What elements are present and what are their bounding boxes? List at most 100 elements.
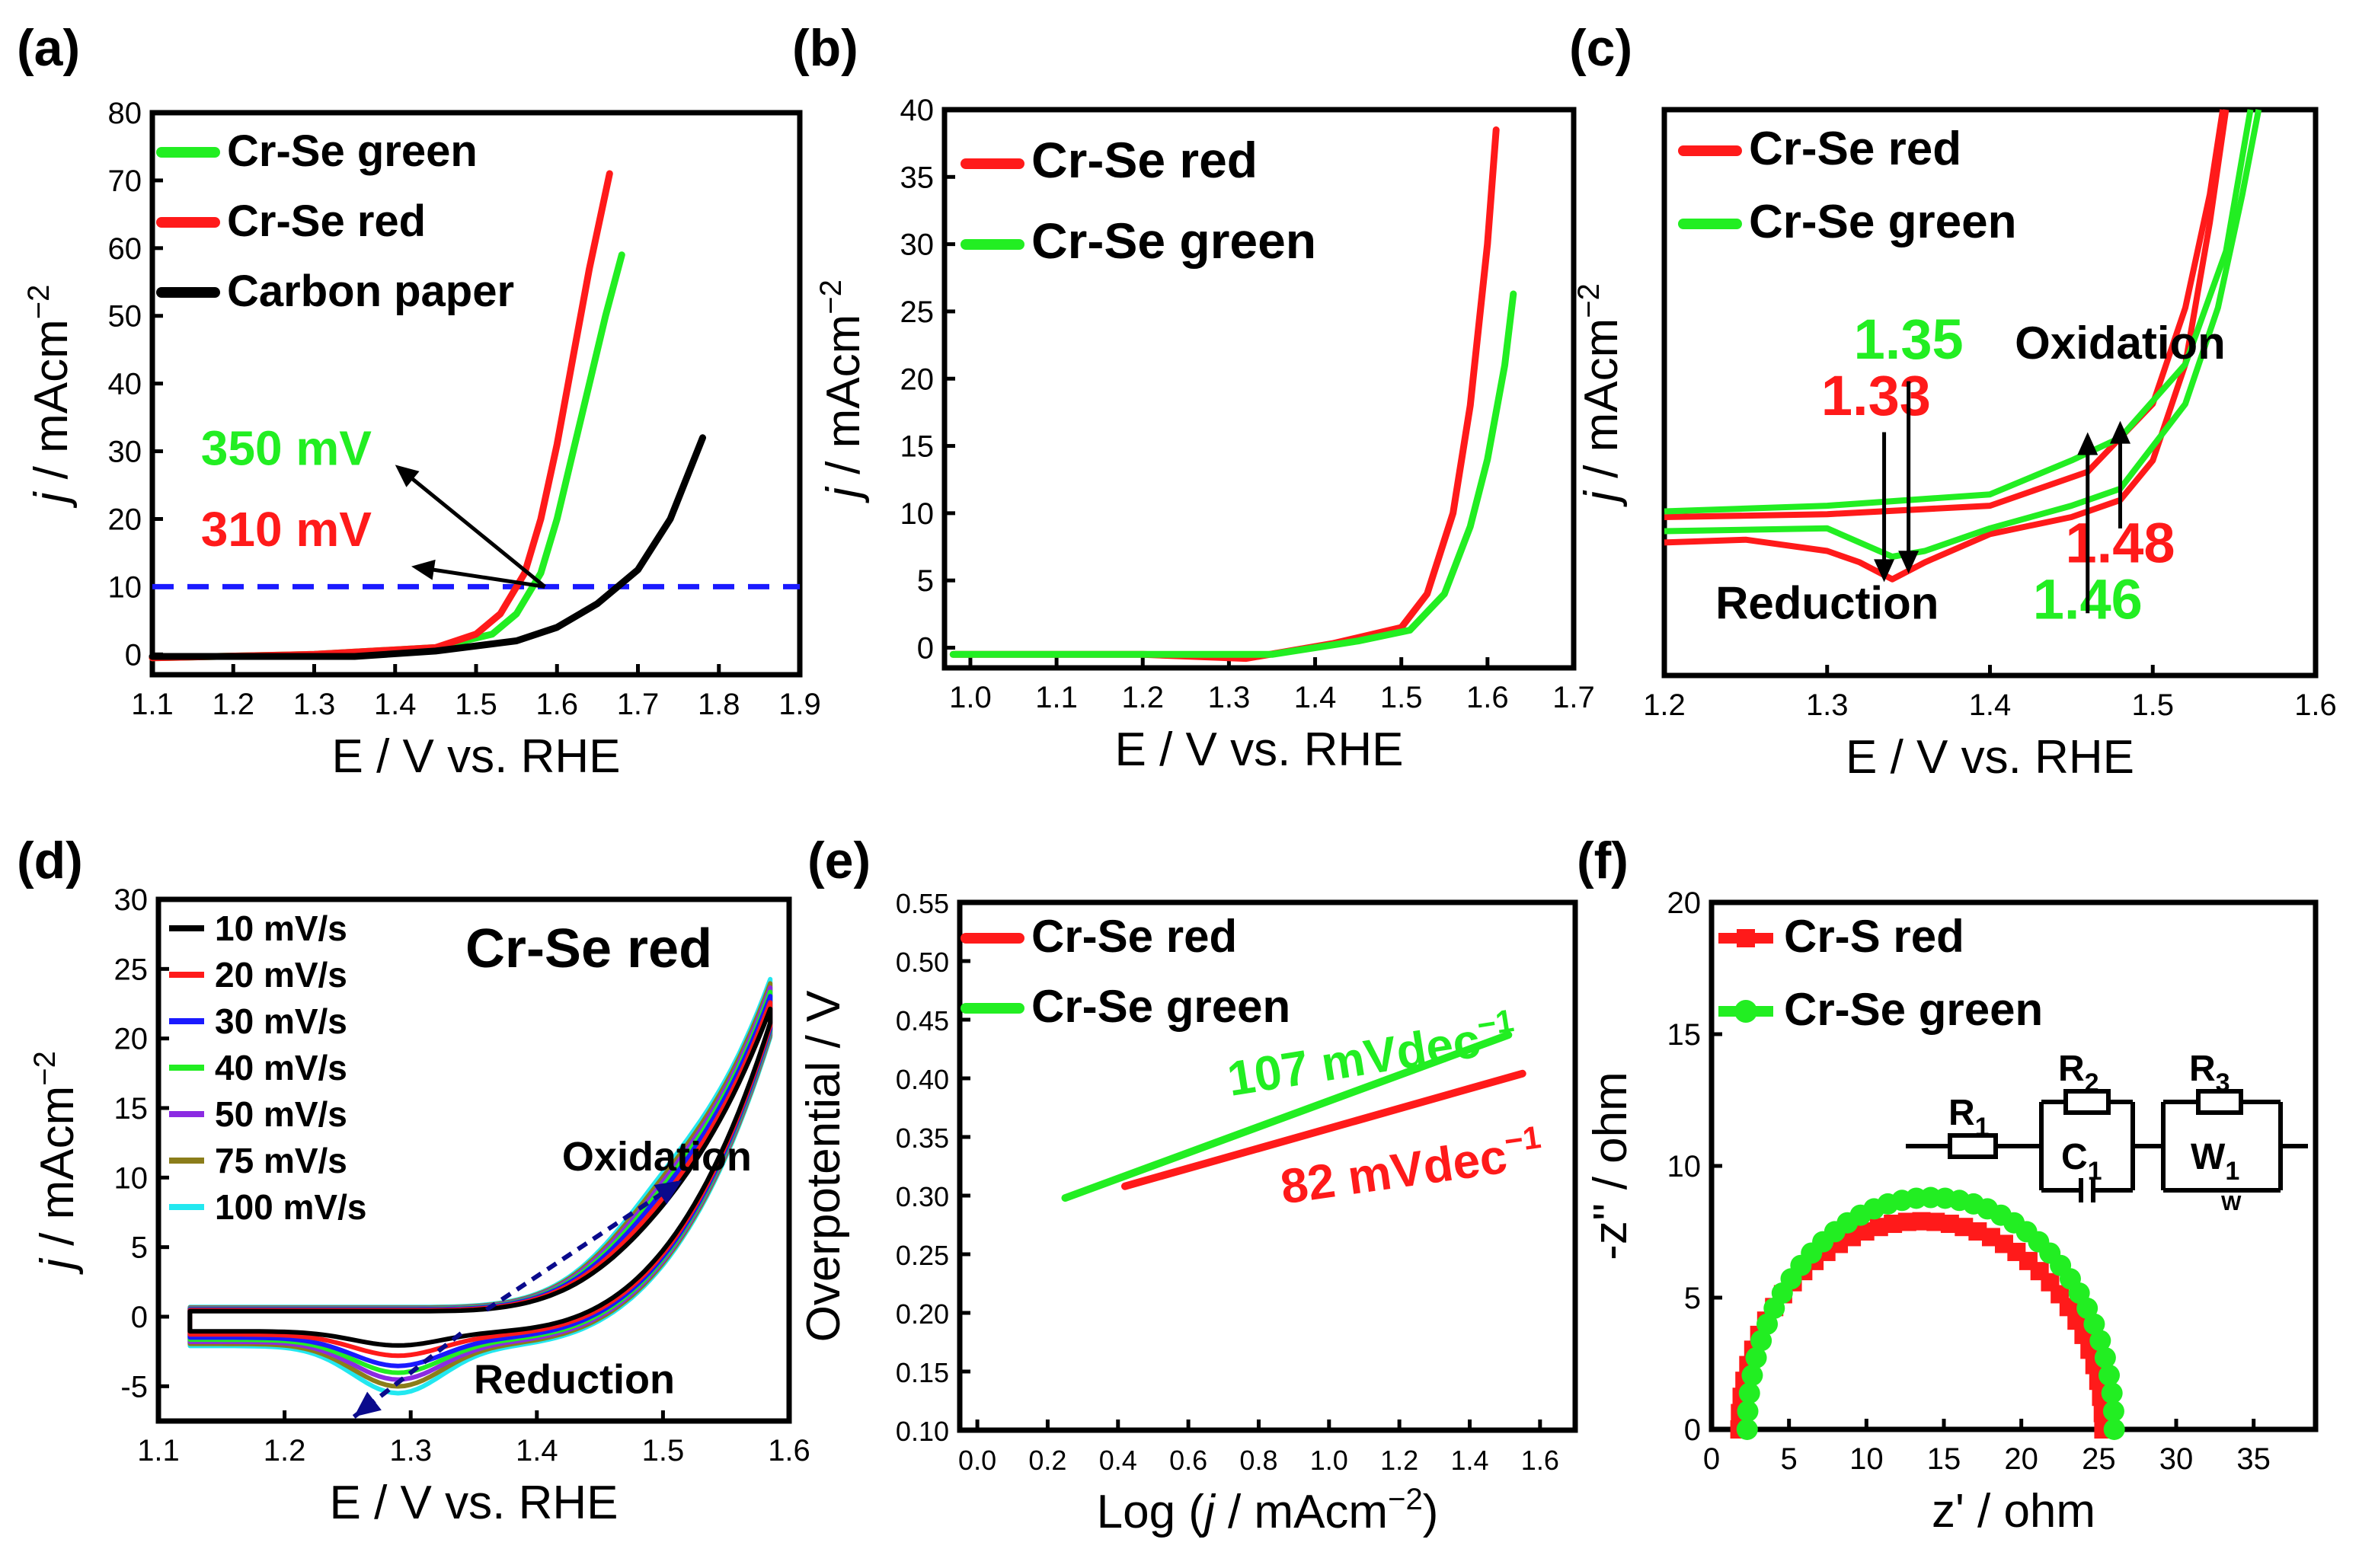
data-point <box>1745 1346 1767 1368</box>
y-tick-label: 0.15 <box>896 1357 949 1388</box>
y-axis-label: j / mAcm−2 <box>814 279 870 503</box>
y-axis-label: -z'' / ohm <box>1584 1071 1637 1260</box>
annotation: Oxidation <box>2015 318 2226 369</box>
panel-label-b: (b) <box>792 19 858 77</box>
annotation: Oxidation <box>562 1134 752 1180</box>
x-tick-label: 1.6 <box>1466 681 1509 714</box>
r1-label-text: R <box>1948 1093 1975 1133</box>
panel-label-d: (d) <box>17 832 83 889</box>
x-tick-label: 20 <box>2004 1442 2038 1476</box>
r2-label-sub: 2 <box>2085 1068 2099 1097</box>
y-axis-label-sup: −2 <box>1572 283 1606 318</box>
arrow <box>405 473 546 589</box>
c1-label-text: C <box>2061 1137 2088 1177</box>
y-axis-label: j / mAcm−2 <box>1572 283 1628 507</box>
axes-panel-d: 1.1 1.2 1.3 1.4 1.5 1.6 -5 0 5 10 15 20 25 30 E / V vs… <box>28 883 810 1529</box>
y-tick-label: 10 <box>900 497 935 531</box>
y-tick-label: 0.40 <box>896 1064 949 1095</box>
y-tick-label: 5 <box>131 1231 148 1265</box>
data-point <box>1750 1330 1772 1352</box>
resistor-r3 <box>2196 1089 2243 1115</box>
panel-label-c: (c) <box>1569 19 1632 77</box>
x-tick-label: 1.2 <box>212 688 254 721</box>
x-tick-label: 1.8 <box>698 688 740 721</box>
arrow <box>484 1178 683 1312</box>
y-tick-label: 15 <box>900 430 935 464</box>
series-line <box>149 434 706 660</box>
legend-label: Cr-Se green <box>1749 196 2016 248</box>
x-tick-label: 1.2 <box>1121 681 1164 714</box>
y-tick-label: 0 <box>131 1301 148 1334</box>
y-tick-label: 0.25 <box>896 1240 949 1271</box>
arrow-head <box>353 1391 382 1417</box>
r1-label-sub: 1 <box>1975 1113 1990 1142</box>
r1-label: R1 <box>1948 1093 1990 1142</box>
axes-panel-e: 0.0 0.2 0.4 0.6 0.8 1.0 1.2 1.4 1.6 0.10 0.15 0.20 0… <box>798 888 1578 1538</box>
x-axis-label-text: Log ( <box>1097 1486 1205 1538</box>
x-tick-label: 0 <box>1703 1442 1720 1476</box>
y-axis-label-italic: j <box>1575 490 1628 507</box>
annotation: Reduction <box>1715 578 1939 629</box>
y-tick-label: 0 <box>917 632 934 666</box>
x-tick-label: 1.4 <box>374 688 417 721</box>
x-tick-label: 1.4 <box>1969 688 2012 722</box>
r3-label-sub: 3 <box>2216 1068 2230 1097</box>
x-axis-label-unit: / mAcm <box>1215 1486 1388 1538</box>
y-tick-label: 10 <box>1667 1150 1702 1183</box>
x-tick-label: 1.2 <box>264 1434 306 1467</box>
y-tick-label: 40 <box>900 94 935 127</box>
legend-label: 75 mV/s <box>215 1141 347 1180</box>
y-tick-label: -5 <box>120 1370 148 1404</box>
y-axis-label-italic: j <box>31 1257 84 1275</box>
legend-label: Cr-Se green <box>1031 981 1290 1032</box>
r3-label-text: R <box>2189 1049 2216 1089</box>
y-tick-label: 25 <box>114 953 149 986</box>
legend-label: 30 mV/s <box>215 1001 347 1041</box>
x-tick-label: 1.6 <box>535 688 578 721</box>
y-axis-label-unit: / mAcm <box>25 319 78 492</box>
y-tick-label: 0.10 <box>896 1416 949 1447</box>
arrow-head <box>654 1180 682 1205</box>
x-tick-label: 5 <box>1781 1442 1798 1476</box>
series-line <box>187 981 773 1389</box>
annotation: 310 mV <box>201 502 372 557</box>
y-axis-label-unit: / mAcm <box>1575 318 1628 491</box>
w1-label-text: W <box>2191 1137 2226 1177</box>
legend-label: Carbon paper <box>227 267 514 316</box>
series-line <box>1121 1069 1526 1190</box>
x-tick-label: 30 <box>2159 1442 2194 1476</box>
y-axis-label-sup: −2 <box>22 285 56 320</box>
y-axis-label: j / mAcm−2 <box>22 285 78 509</box>
x-tick-label: 1.4 <box>1450 1445 1488 1476</box>
data-point <box>2102 1400 2124 1423</box>
y-tick-label: 50 <box>108 300 142 334</box>
x-axis-label-sup: −2 <box>1388 1483 1423 1516</box>
x-tick-label: 0.6 <box>1169 1445 1207 1476</box>
w1-label-sub: 1 <box>2225 1157 2239 1186</box>
x-tick-label: 1.3 <box>389 1434 432 1467</box>
x-tick-label: 1.6 <box>768 1434 810 1467</box>
plot-frame <box>155 896 792 1424</box>
y-tick-label: 5 <box>917 564 934 598</box>
data-point <box>1756 1313 1779 1335</box>
x-tick-label: 0.8 <box>1239 1445 1277 1476</box>
arrow-head <box>1898 551 1919 574</box>
legend-label: 100 mV/s <box>215 1187 366 1227</box>
w1-label: W1 <box>2191 1137 2239 1186</box>
y-tick-label: 30 <box>900 228 935 262</box>
legend-marker <box>1737 929 1755 947</box>
x-axis-label: E / V vs. RHE <box>332 730 621 783</box>
series-line <box>187 985 773 1382</box>
y-tick-label: 10 <box>108 570 142 604</box>
legend-marker <box>1734 1000 1757 1023</box>
legend-label: Cr-Se red <box>1031 132 1258 188</box>
y-tick-label: 5 <box>1684 1282 1701 1315</box>
y-tick-label: 0 <box>125 638 142 672</box>
resistor-r2 <box>2063 1089 2111 1115</box>
y-tick-label: 10 <box>114 1161 149 1195</box>
annotation-sup: −1 <box>1475 1002 1517 1043</box>
legend-label: Cr-Se red <box>1749 123 1961 175</box>
x-tick-label: 1.1 <box>131 688 174 721</box>
data-point <box>2089 1330 2111 1352</box>
y-tick-label: 0.35 <box>896 1123 949 1154</box>
